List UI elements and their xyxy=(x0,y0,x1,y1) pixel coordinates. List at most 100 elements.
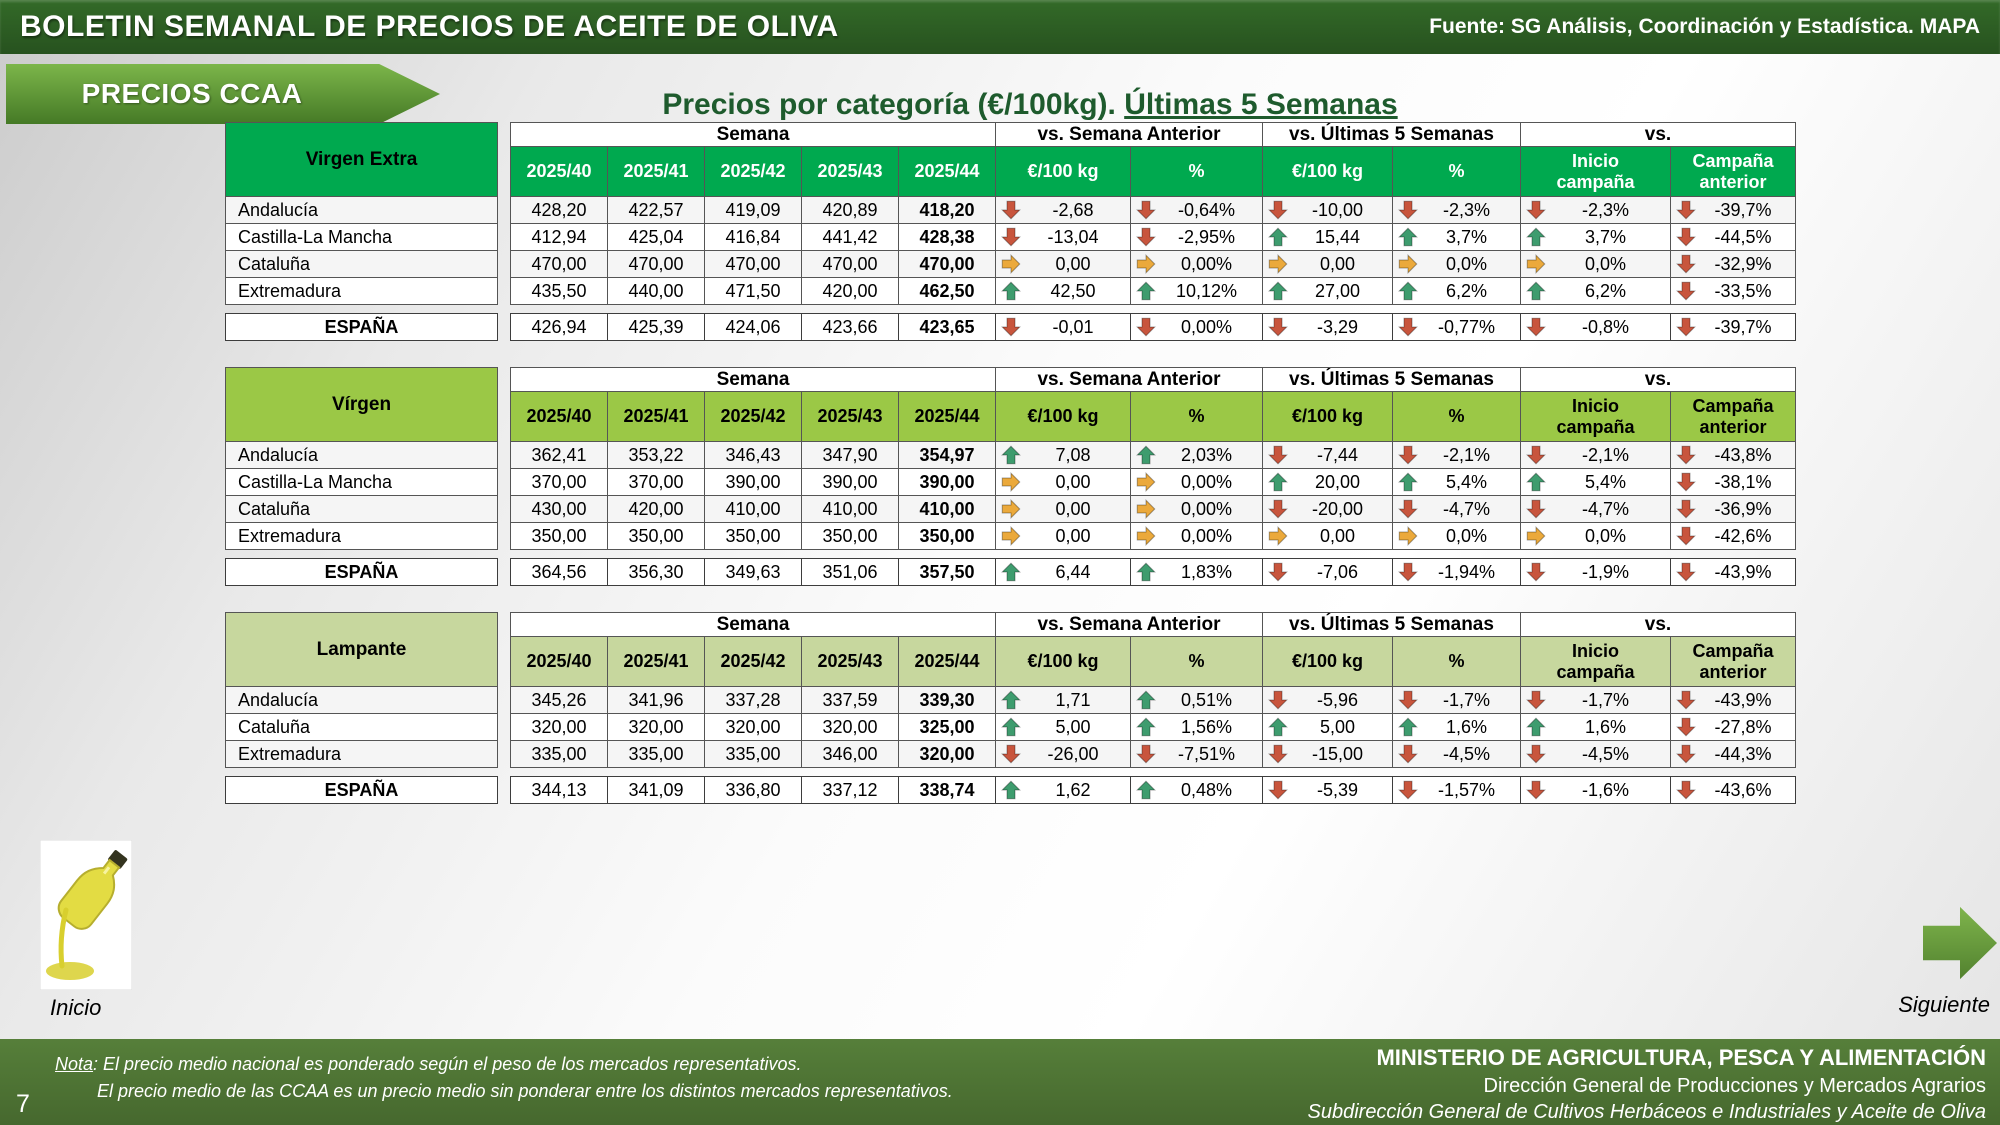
comparison-content: 2,03% xyxy=(1132,443,1262,468)
comparison-value: 2,03% xyxy=(1180,444,1233,465)
comparison-cell: 0,00 xyxy=(995,468,1131,496)
espana-total-table: ESPAÑA 344,13 341,09 336,80 337,12 338,74 1,62… xyxy=(225,776,1796,804)
arrow-down-icon xyxy=(1676,281,1696,301)
column-group-header: vs. Últimas 5 Semanas xyxy=(1262,367,1521,392)
week-value: 462,50 xyxy=(898,277,996,305)
arrow-right-icon xyxy=(1136,526,1156,546)
footer-notes: Nota: El precio medio nacional es ponder… xyxy=(55,1051,953,1105)
category-label: Virgen Extra xyxy=(225,122,498,197)
comparison-cell: -42,6% xyxy=(1670,522,1796,550)
arrow-up-icon xyxy=(1268,717,1288,737)
spacer-cell xyxy=(498,442,511,469)
total-region-name: ESPAÑA xyxy=(225,313,498,341)
olive-oil-bottle-image[interactable] xyxy=(39,839,133,991)
week-value: 425,04 xyxy=(607,223,705,251)
spacer-cell xyxy=(498,224,511,251)
week-value: 424,06 xyxy=(704,313,802,341)
comparison-cell: -44,5% xyxy=(1670,223,1796,251)
arrow-right-icon xyxy=(1526,526,1546,546)
comparison-value: -4,7% xyxy=(1442,498,1491,519)
comparison-value: 3,7% xyxy=(1445,226,1488,247)
bulletin-title: BOLETIN SEMANAL DE PRECIOS DE ACEITE DE … xyxy=(20,10,839,43)
week-value: 338,74 xyxy=(898,776,996,804)
comparison-cell: 3,7% xyxy=(1520,223,1671,251)
comparison-content: 5,00 xyxy=(997,715,1130,740)
metric-header: Inicio campaña xyxy=(1520,146,1671,197)
week-header: 2025/40 xyxy=(510,146,608,197)
week-value: 428,20 xyxy=(510,196,608,224)
siguiente-link[interactable]: Siguiente xyxy=(1898,992,1990,1017)
comparison-value: 5,4% xyxy=(1584,471,1627,492)
comparison-value: 3,7% xyxy=(1584,226,1627,247)
arrow-up-icon xyxy=(1398,717,1418,737)
arrow-down-icon xyxy=(1268,200,1288,220)
week-value: 345,26 xyxy=(510,686,608,714)
week-value: 337,12 xyxy=(801,776,899,804)
arrow-down-icon xyxy=(1398,317,1418,337)
comparison-value: -5,96 xyxy=(1316,689,1359,710)
precios-ccaa-badge: PRECIOS CCAA xyxy=(6,64,440,124)
comparison-value: 0,00 xyxy=(1055,471,1091,492)
category-label: Lampante xyxy=(225,612,498,687)
comparison-content: -43,9% xyxy=(1672,560,1795,585)
week-value: 412,94 xyxy=(510,223,608,251)
table-row: Andalucía 345,26 341,96 337,28 337,59 339,30 1… xyxy=(225,686,1796,714)
comparison-value: -7,44 xyxy=(1316,444,1359,465)
arrow-down-icon xyxy=(1001,744,1021,764)
comparison-content: -43,9% xyxy=(1672,688,1795,713)
arrow-down-icon xyxy=(1268,744,1288,764)
week-header: 2025/41 xyxy=(607,146,705,197)
page-title-underlined: Últimas 5 Semanas xyxy=(1124,88,1398,121)
comparison-cell: -2,1% xyxy=(1392,441,1521,469)
week-value: 353,22 xyxy=(607,441,705,469)
comparison-cell: -1,57% xyxy=(1392,776,1521,804)
region-name: Cataluña xyxy=(225,713,498,741)
comparison-cell: 1,71 xyxy=(995,686,1131,714)
arrow-up-icon xyxy=(1136,717,1156,737)
comparison-content: 1,62 xyxy=(997,778,1130,803)
week-header: 2025/42 xyxy=(704,391,802,442)
comparison-cell: -13,04 xyxy=(995,223,1131,251)
spacer-cell xyxy=(498,314,511,341)
arrow-down-icon xyxy=(1526,445,1546,465)
week-value: 335,00 xyxy=(510,740,608,768)
arrow-down-icon xyxy=(1676,445,1696,465)
column-group-header: Semana xyxy=(510,122,996,147)
arrow-down-icon xyxy=(1676,780,1696,800)
week-value: 320,00 xyxy=(510,713,608,741)
week-value: 347,90 xyxy=(801,441,899,469)
comparison-value: 0,0% xyxy=(1584,253,1627,274)
inicio-link[interactable]: Inicio xyxy=(50,995,102,1020)
comparison-content: 0,00 xyxy=(1264,252,1392,277)
metric-header: €/100 kg xyxy=(995,391,1131,442)
arrow-down-icon xyxy=(1676,200,1696,220)
comparison-value: -2,1% xyxy=(1581,444,1630,465)
arrow-right-icon xyxy=(1001,254,1021,274)
comparison-cell: -5,96 xyxy=(1262,686,1393,714)
comparison-value: -5,39 xyxy=(1316,779,1359,800)
arrow-up-icon xyxy=(1001,690,1021,710)
week-value: 337,59 xyxy=(801,686,899,714)
comparison-value: -44,3% xyxy=(1714,743,1772,764)
comparison-cell: -7,44 xyxy=(1262,441,1393,469)
week-value: 390,00 xyxy=(704,468,802,496)
comparison-cell: 0,00% xyxy=(1130,522,1263,550)
comparison-content: 0,00% xyxy=(1132,315,1262,340)
comparison-cell: -4,7% xyxy=(1392,495,1521,523)
table-row: Extremadura 335,00 335,00 335,00 346,00 320,0… xyxy=(225,740,1796,768)
siguiente-arrow-icon[interactable] xyxy=(1923,906,1997,980)
spacer-cell xyxy=(498,469,511,496)
note-line-1: Nota: El precio medio nacional es ponder… xyxy=(55,1051,953,1078)
comparison-cell: -2,68 xyxy=(995,196,1131,224)
arrow-down-icon xyxy=(1136,744,1156,764)
week-header: 2025/41 xyxy=(607,636,705,687)
comparison-cell: 5,00 xyxy=(995,713,1131,741)
comparison-cell: -0,8% xyxy=(1520,313,1671,341)
comparison-value: -1,94% xyxy=(1437,561,1496,582)
comparison-cell: -4,5% xyxy=(1520,740,1671,768)
comparison-value: -43,6% xyxy=(1714,779,1772,800)
comparison-cell: 0,0% xyxy=(1392,250,1521,278)
week-value: 337,28 xyxy=(704,686,802,714)
arrow-up-icon xyxy=(1136,445,1156,465)
arrow-down-icon xyxy=(1001,200,1021,220)
